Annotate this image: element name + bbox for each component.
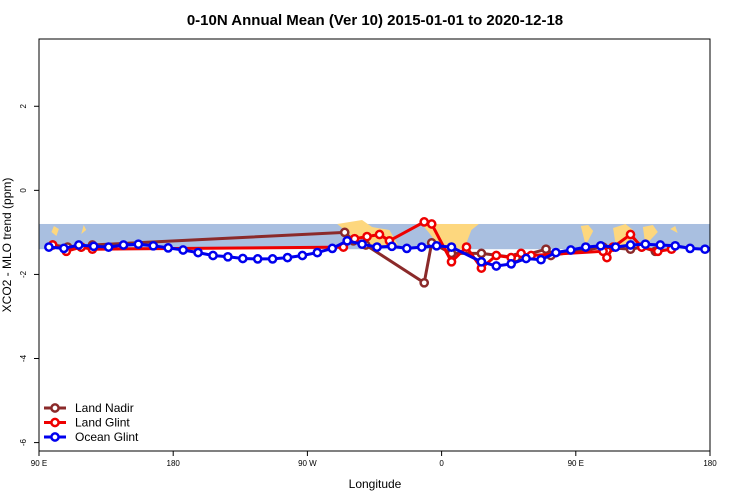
x-tick-label: 90 E [31,459,47,468]
data-point [282,252,293,263]
data-point [374,229,385,240]
data-point [506,259,517,269]
data-point [252,254,263,264]
data-point [59,243,69,254]
y-tick-label: -2 [19,270,28,278]
data-point [73,240,84,250]
data-point [446,242,457,252]
data-point [541,244,551,255]
data-point [362,231,372,242]
data-point [655,240,666,250]
data-point [595,240,606,251]
data-point [297,250,308,261]
chart-title: 0-10N Annual Mean (Ver 10) 2015-01-01 to… [187,12,563,29]
y-axis: -6 -4 -2 0 2 [19,103,39,446]
data-point [339,227,350,238]
legend-item: Ocean Glint [44,430,139,444]
data-point [602,252,612,263]
data-point [419,277,430,288]
x-tick-label: 90 W [298,459,317,468]
data-point [208,250,218,261]
data-point [446,256,457,267]
data-point [491,261,502,271]
data-point [148,240,159,251]
x-tick-label: 180 [167,459,181,468]
land-shape [580,224,594,246]
data-point [476,248,487,259]
plot-frame [38,38,711,452]
data-point [342,235,353,246]
data-point [551,247,561,258]
data-point [426,219,437,229]
y-tick-label: -6 [19,438,28,446]
data-point [476,256,487,267]
data-point [419,217,430,227]
data-point [267,254,278,264]
data-point [133,239,144,250]
land-shape [81,224,87,234]
data-point [431,240,442,251]
data-point [103,242,114,252]
legend-item: Land Glint [44,416,130,430]
data-point [521,253,531,264]
data-point [223,251,233,262]
data-point [387,241,397,252]
data-point [312,247,323,258]
data-point [491,250,502,261]
data-point [580,242,591,252]
data-point [237,253,248,264]
data-point [625,229,636,240]
data-point [357,239,367,250]
x-axis-label: Longitude [349,477,402,491]
data-point [640,239,651,250]
land-shape [51,225,59,236]
data-point [536,254,546,265]
data-point [327,243,338,254]
land-shape [670,225,678,233]
data-point [416,242,427,252]
data-point [610,242,621,252]
data-point [401,243,412,254]
series-ocean-glint [44,235,710,271]
data-point [565,245,576,255]
data-point [461,242,472,252]
data-point [685,243,695,254]
legend-marker [50,403,60,413]
x-tick-label: 180 [703,459,717,468]
legend-marker [50,432,60,442]
data-point [700,244,710,255]
legend-label: Ocean Glint [75,430,139,444]
data-point [625,240,636,250]
y-tick-label: -4 [19,354,28,362]
legend-label: Land Glint [75,416,130,430]
land-shape [613,223,633,247]
data-point [44,242,54,252]
legend-item: Land Nadir [44,401,134,415]
legend-label: Land Nadir [75,401,134,415]
data-point [163,243,174,253]
x-tick-label: 90 E [568,459,584,468]
y-tick-label: 0 [19,188,28,193]
data-point [88,241,99,252]
data-point [193,247,203,258]
data-point [178,245,188,255]
x-tick-label: 0 [439,459,444,468]
data-point [670,240,681,251]
y-tick-label: 2 [19,103,28,108]
series-layer [44,217,710,288]
x-axis: 90 E 180 90 W 0 90 E 180 [31,451,717,468]
data-point [372,242,382,252]
data-point [118,240,129,250]
legend-marker [50,417,60,428]
y-axis-label: XCO2 - MLO trend (ppm) [0,178,14,313]
